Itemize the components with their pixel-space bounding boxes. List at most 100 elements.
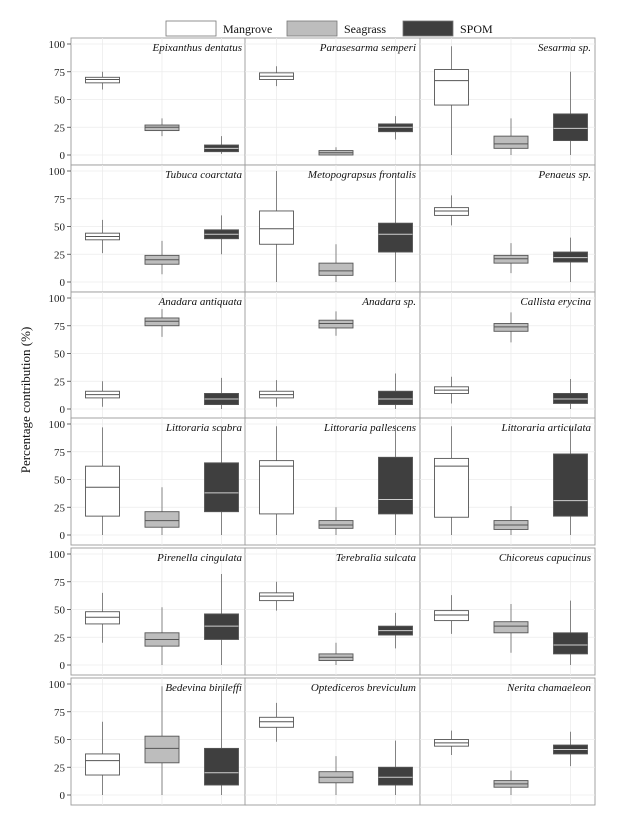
panel-anadara-sp: Anadara sp. <box>244 291 421 420</box>
box-body <box>318 319 354 329</box>
panel-anadara-antiquata: 0 25 50 75 100 Anadara antiquata <box>49 291 247 420</box>
panel-title: Sesarma sp. <box>538 42 591 54</box>
panel-title: Littoraria pallescens <box>323 422 416 434</box>
box-body <box>553 251 588 263</box>
box-spom <box>378 177 413 282</box>
y-tick-label: 0 <box>60 790 66 802</box>
legend-label-spom: SPOM <box>460 22 493 36</box>
box-mangrove <box>85 592 120 643</box>
box-body <box>318 262 354 276</box>
y-tick-label: 100 <box>49 293 66 305</box>
box-body <box>493 135 529 149</box>
panel-terebralia-sulcata: Terebralia sulcata <box>244 547 421 676</box>
box-mangrove <box>85 427 120 535</box>
box-mangrove <box>434 195 469 226</box>
box-seagrass <box>318 244 354 282</box>
box-body <box>378 390 413 406</box>
box-spom <box>553 237 588 282</box>
box-mangrove <box>259 66 294 87</box>
box-body <box>259 592 294 602</box>
panel-metopograpsus-frontalis: Metopograpsus frontalis <box>244 164 421 293</box>
box-seagrass <box>493 118 529 155</box>
box-body <box>259 460 294 515</box>
box-body <box>85 76 120 84</box>
box-mangrove <box>259 171 294 282</box>
box-body <box>144 124 180 132</box>
panel-pirenella-cingulata: 0 25 50 75 100 Pirenella cingulata <box>49 547 247 676</box>
box-spom <box>204 215 239 255</box>
y-tick-label: 0 <box>60 660 66 672</box>
box-mangrove <box>259 581 294 611</box>
panel-frame <box>419 164 596 293</box>
panel-title: Terebralia sulcata <box>336 552 417 564</box>
y-tick-label: 100 <box>49 419 66 431</box>
legend-label-seagrass: Seagrass <box>344 22 386 36</box>
box-body <box>259 210 294 245</box>
panel-littoraria-pallescens: Littoraria pallescens <box>244 417 421 546</box>
box-body <box>378 123 413 133</box>
y-tick-label: 0 <box>60 277 66 289</box>
box-spom <box>553 379 588 409</box>
panel-title: Penaeus sp. <box>537 169 591 181</box>
y-tick-label: 0 <box>60 530 66 542</box>
box-spom <box>204 426 239 535</box>
y-tick-label: 25 <box>54 762 66 774</box>
y-tick-label: 100 <box>49 39 66 51</box>
panel-tubuca-coarctata: 0 25 50 75 100 Tubuca coarctata <box>49 164 247 293</box>
y-tick-label: 25 <box>54 249 66 261</box>
box-mangrove <box>259 702 294 742</box>
box-spom <box>553 731 588 767</box>
panel-frame <box>244 37 421 166</box>
box-body <box>204 462 239 513</box>
box-seagrass <box>493 243 529 274</box>
y-tick-label: 50 <box>54 95 66 107</box>
box-seagrass <box>144 607 180 665</box>
panel-sesarma-sp: Sesarma sp. <box>419 37 596 166</box>
panel-optediceros-breviculum: Optediceros breviculum <box>244 677 421 806</box>
box-mangrove <box>434 46 469 155</box>
y-tick-label: 25 <box>54 502 66 514</box>
box-body <box>553 453 588 517</box>
box-mangrove <box>85 71 120 90</box>
y-tick-label: 75 <box>54 321 66 333</box>
y-tick-label: 100 <box>49 549 66 561</box>
box-seagrass <box>493 770 529 795</box>
box-body <box>85 465 120 517</box>
box-body <box>378 456 413 515</box>
box-body <box>204 747 239 786</box>
box-seagrass <box>493 312 529 343</box>
panel-title: Bedevina birileffi <box>165 682 242 694</box>
panel-title: Optediceros breviculum <box>311 682 416 694</box>
box-spom <box>204 687 239 795</box>
box-body <box>259 716 294 728</box>
y-tick-label: 50 <box>54 475 66 487</box>
y-tick-label: 50 <box>54 735 66 747</box>
box-mangrove <box>85 381 120 407</box>
box-seagrass <box>318 147 354 156</box>
box-spom <box>553 425 588 535</box>
panel-frame <box>70 164 247 293</box>
y-tick-label: 75 <box>54 707 66 719</box>
box-mangrove <box>434 426 469 535</box>
y-tick-label: 100 <box>49 166 66 178</box>
box-body <box>144 511 180 528</box>
y-tick-label: 25 <box>54 122 66 134</box>
panel-title: Metopograpsus frontalis <box>307 169 416 181</box>
legend: Mangrove Seagrass SPOM <box>165 20 493 37</box>
y-tick-label: 25 <box>54 632 66 644</box>
box-body <box>434 207 469 216</box>
panel-title: Littoraria scabra <box>165 422 243 434</box>
panel-title: Parasesarma semperi <box>319 42 416 54</box>
y-tick-label: 75 <box>54 577 66 589</box>
box-spom <box>378 740 413 795</box>
box-spom <box>378 116 413 140</box>
box-mangrove <box>434 730 469 756</box>
panel-penaeus-sp: Penaeus sp. <box>419 164 596 293</box>
box-seagrass <box>318 311 354 336</box>
panel-title: Littoraria articulata <box>500 422 591 434</box>
panel-bedevina-birileffi: 0 25 50 75 100 Bedevina birileffi <box>49 677 247 806</box>
box-body <box>553 113 588 142</box>
panel-title: Anadara sp. <box>361 296 416 308</box>
panel-title: Callista erycina <box>520 296 591 308</box>
box-spom <box>378 425 413 535</box>
